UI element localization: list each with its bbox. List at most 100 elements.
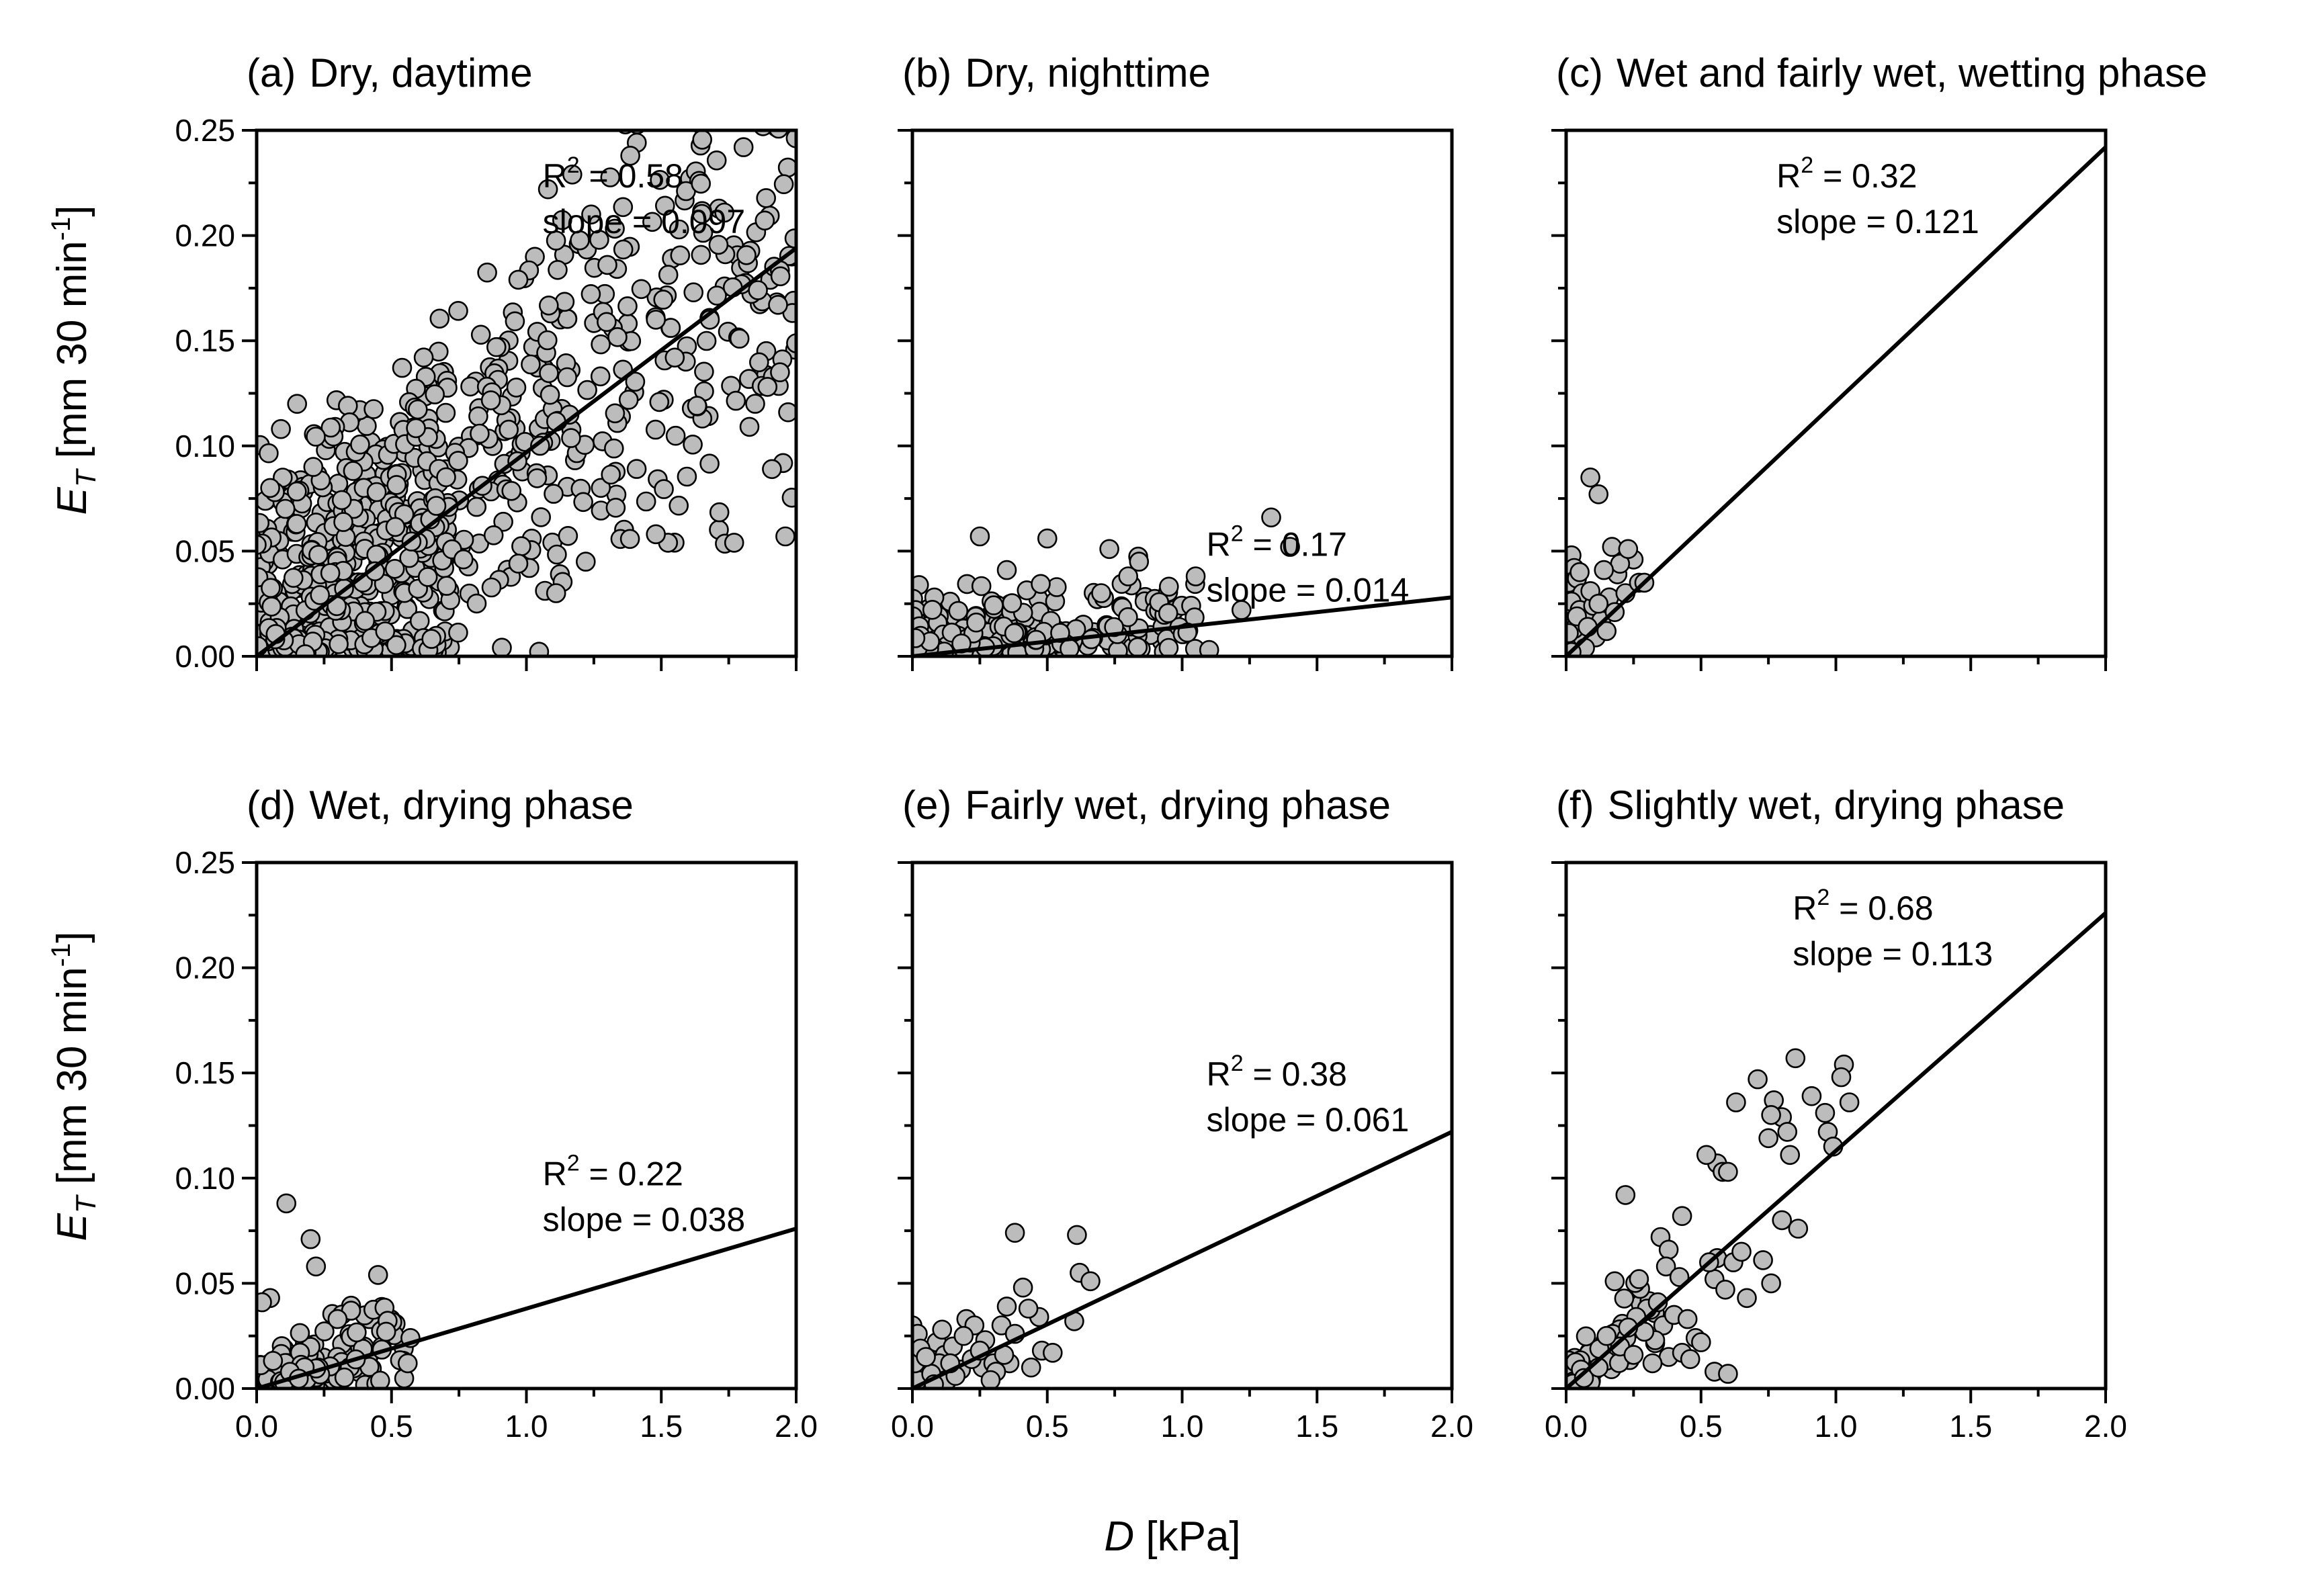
data-point	[605, 218, 625, 239]
data-point	[557, 308, 578, 329]
data-point	[308, 545, 329, 565]
x-tick-label: 0.0	[1545, 1409, 1588, 1444]
data-point	[306, 1256, 327, 1277]
y-axis-label-var: E	[49, 1213, 95, 1241]
data-point	[645, 419, 666, 440]
data-point	[1780, 1145, 1800, 1166]
data-point	[1831, 1067, 1852, 1088]
data-point	[618, 390, 639, 410]
data-point	[660, 318, 681, 338]
data-point	[406, 418, 426, 439]
y-axis-label-unit: [mm 30 min	[49, 967, 95, 1196]
data-point	[570, 230, 590, 251]
data-point	[597, 255, 617, 275]
data-point	[331, 490, 352, 511]
data-point	[283, 568, 304, 588]
data-point	[1614, 1288, 1635, 1309]
y-axis-label-sup: -1	[46, 943, 76, 967]
panels-layer: (a) Dry, daytime 0.00 0.05 0.10 0.15 0.20 0.25 R…	[175, 50, 2207, 1444]
data-point	[511, 536, 531, 556]
data-point	[971, 576, 992, 597]
points-c	[1566, 467, 1655, 656]
slope-label: slope = 0.121	[1776, 203, 1979, 240]
panel-letter: (a)	[247, 50, 296, 95]
regression-line	[911, 1130, 1453, 1391]
r-squared-value: = 0.32	[1813, 157, 1917, 195]
data-point	[1785, 1048, 1806, 1069]
r-squared-exponent: 2	[567, 152, 580, 178]
data-point	[966, 612, 986, 633]
data-point	[263, 1351, 284, 1371]
points-e	[912, 1223, 1101, 1389]
data-point	[600, 167, 621, 187]
data-point	[546, 230, 566, 251]
data-point	[343, 461, 363, 481]
data-point	[531, 507, 552, 527]
data-point	[540, 384, 560, 405]
data-point	[1185, 566, 1206, 586]
panel-title-text: Dry, nighttime	[965, 50, 1211, 95]
panel-letter: (f)	[1556, 783, 1594, 828]
data-point	[350, 434, 370, 455]
data-point	[912, 628, 926, 648]
y-axis-label-unit: [mm 30 min	[49, 240, 95, 470]
data-point	[601, 464, 621, 485]
panel-title-text: Slightly wet, drying phase	[1608, 783, 2065, 828]
data-point	[646, 310, 666, 330]
y-axis-label-close: ]	[49, 932, 95, 943]
r-squared-label: R2 = 0.68	[1793, 885, 1933, 927]
data-point	[755, 210, 775, 231]
r-squared-label: R2 = 0.58	[543, 152, 683, 195]
data-point	[506, 378, 527, 398]
data-point	[375, 621, 396, 642]
data-point	[665, 425, 686, 446]
data-point	[691, 204, 712, 224]
data-point	[636, 491, 656, 512]
slope-label: slope = 0.061	[1207, 1101, 1410, 1139]
data-point	[708, 234, 729, 255]
x-tick-label: 1.0	[505, 1409, 548, 1444]
data-point	[529, 642, 550, 656]
data-point	[314, 1321, 335, 1342]
data-point	[1091, 583, 1111, 603]
data-point	[470, 423, 490, 444]
data-point	[386, 475, 407, 495]
data-point	[529, 435, 550, 456]
data-point	[607, 110, 626, 128]
regression-line	[912, 595, 1453, 658]
y-tick-label: 0.15	[175, 1055, 235, 1090]
data-point	[544, 484, 564, 504]
panel-title-text: Dry, daytime	[309, 50, 532, 95]
panel-letter: (b)	[902, 50, 951, 95]
data-point	[384, 558, 405, 579]
data-point	[561, 428, 581, 448]
data-point	[303, 457, 324, 477]
data-point	[762, 459, 782, 480]
data-point	[577, 380, 597, 400]
data-point	[508, 269, 529, 290]
data-point	[770, 362, 790, 383]
data-point	[714, 202, 734, 223]
data-point	[397, 1353, 418, 1374]
data-point	[448, 622, 468, 643]
data-point	[521, 354, 541, 375]
panel-title: (f) Slightly wet, drying phase	[1556, 783, 2065, 828]
data-point	[1642, 1353, 1663, 1374]
x-tick-label: 0.5	[370, 1409, 413, 1444]
slope-label: slope = 0.038	[543, 1201, 746, 1239]
data-point	[752, 105, 771, 123]
r-squared-symbol: R	[1207, 525, 1231, 563]
data-point	[1761, 1105, 1781, 1125]
data-point	[295, 644, 316, 656]
y-axis-label-sub: T	[70, 1194, 101, 1213]
data-point	[558, 525, 578, 546]
data-point	[466, 593, 487, 614]
data-point	[757, 377, 778, 397]
data-point	[366, 482, 387, 502]
data-point	[437, 576, 457, 596]
data-point	[1013, 1277, 1033, 1298]
data-point	[755, 68, 773, 86]
data-point	[481, 577, 502, 598]
data-point	[499, 419, 519, 440]
